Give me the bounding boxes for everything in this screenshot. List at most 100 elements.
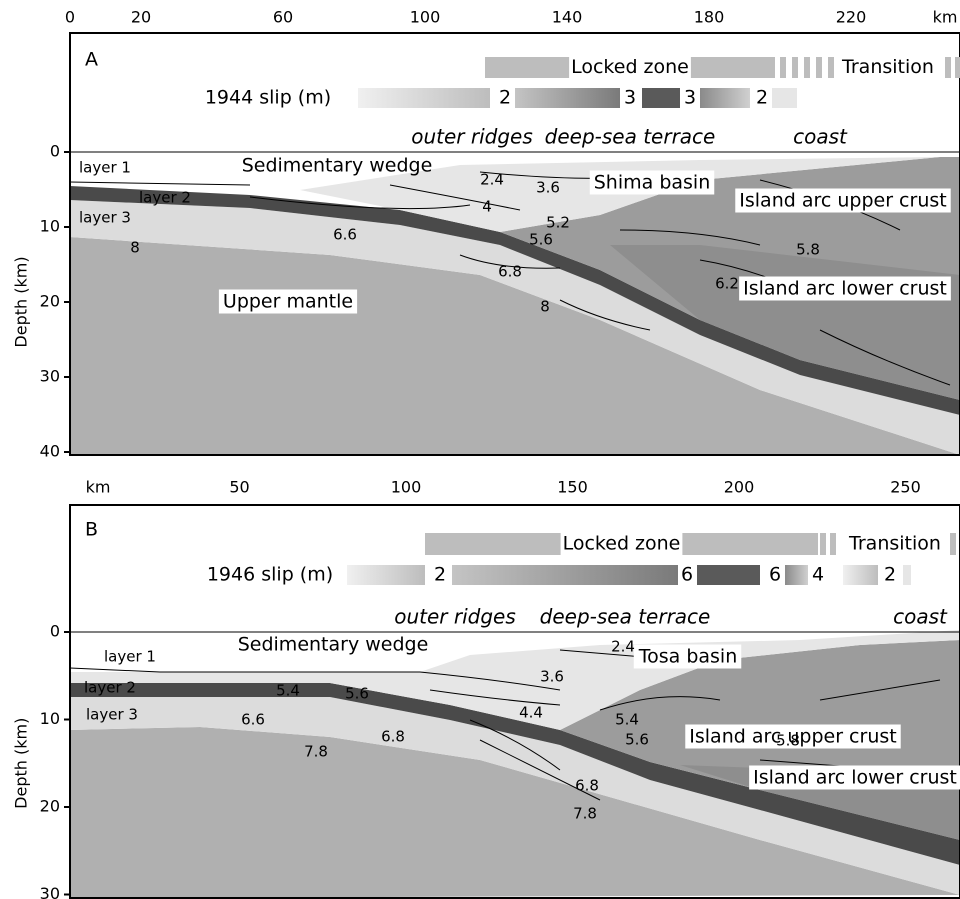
- x-tick-label: 100: [391, 478, 422, 497]
- x-tick-label: 0: [65, 8, 75, 27]
- velocity-label: 7.8: [304, 743, 328, 761]
- slip-value: 6: [681, 564, 693, 586]
- region-label: coast: [793, 125, 848, 149]
- velocity-label: 7.8: [573, 805, 597, 823]
- slip-segment: [347, 565, 425, 585]
- slip-segment: [697, 565, 760, 585]
- y-tick-label: 10: [40, 217, 60, 236]
- panel-label: B: [85, 519, 98, 541]
- unit-label: Tosa basin: [638, 646, 738, 668]
- slip-value: 6: [769, 564, 781, 586]
- slip-value: 2: [499, 87, 511, 109]
- velocity-label: 4: [482, 198, 492, 216]
- x-tick-label: 20: [131, 8, 151, 27]
- y-tick-label: 20: [40, 292, 60, 311]
- cross-sections: A02060100140180220km010203040Depth (km)L…: [0, 0, 960, 899]
- transition-stripe: [804, 57, 810, 78]
- velocity-label: 5.8: [776, 732, 800, 750]
- slip-segment: [785, 565, 808, 585]
- velocity-label: 8: [540, 298, 550, 316]
- slip-segment: [452, 565, 678, 585]
- x-unit: km: [933, 8, 958, 27]
- slip-value: 4: [812, 564, 824, 586]
- x-unit: km: [86, 478, 111, 497]
- transition-stripe: [780, 57, 786, 78]
- velocity-label: 5.4: [276, 682, 300, 700]
- velocity-label: 6.8: [498, 263, 522, 281]
- transition-stripe: [816, 57, 822, 78]
- x-tick-label: 220: [836, 8, 867, 27]
- unit-label: Island arc lower crust: [743, 278, 947, 300]
- slip-value: 2: [434, 564, 446, 586]
- y-axis-title: Depth (km): [12, 256, 31, 347]
- y-tick-label: 20: [40, 797, 60, 816]
- unit-label: Sedimentary wedge: [242, 155, 433, 177]
- slip-value: 3: [684, 87, 696, 109]
- unit-label: Upper mantle: [223, 291, 353, 313]
- unit-label: layer 1: [79, 159, 131, 177]
- transition-stripe: [828, 57, 834, 78]
- transition-stripe: [792, 57, 798, 78]
- unit-label: Shima basin: [594, 172, 711, 194]
- velocity-label: 5.4: [615, 711, 639, 729]
- x-tick-label: 180: [694, 8, 725, 27]
- transition-stripe: [830, 533, 836, 555]
- unit-label: layer 2: [139, 189, 191, 207]
- slip-segment: [772, 88, 797, 108]
- velocity-label: 5.8: [796, 241, 820, 259]
- slip-segment: [843, 565, 878, 585]
- slip-segment: [903, 565, 911, 585]
- x-tick-label: 200: [724, 478, 755, 497]
- region-label: deep-sea terrace: [545, 125, 716, 149]
- y-tick-label: 30: [40, 367, 60, 386]
- unit-label: Island arc lower crust: [753, 767, 957, 789]
- velocity-label: 6.6: [241, 711, 265, 729]
- unit-label: layer 2: [84, 679, 136, 697]
- transition-stripe: [945, 57, 951, 78]
- x-tick-label: 140: [552, 8, 583, 27]
- region-label: outer ridges: [394, 605, 516, 629]
- velocity-label: 5.6: [345, 685, 369, 703]
- locked-zone-label: Locked zone: [563, 533, 681, 555]
- transition-stripe: [950, 533, 956, 555]
- region-label: outer ridges: [411, 125, 533, 149]
- velocity-label: 6.2: [715, 275, 739, 293]
- velocity-label: 6.8: [575, 777, 599, 795]
- region-label: deep-sea terrace: [540, 605, 711, 629]
- unit-label: layer 1: [104, 648, 156, 666]
- velocity-label: 4.4: [519, 704, 543, 722]
- unit-label: layer 3: [79, 209, 131, 227]
- locked-zone-label: Locked zone: [571, 56, 689, 78]
- velocity-label: 8: [130, 239, 140, 257]
- velocity-label: 5.2: [546, 214, 570, 232]
- unit-label: layer 3: [86, 706, 138, 724]
- slip-segment: [700, 88, 750, 108]
- y-tick-label: 10: [40, 709, 60, 728]
- slip-value: 3: [624, 87, 636, 109]
- slip-segment: [642, 88, 680, 108]
- velocity-label: 3.6: [536, 179, 560, 197]
- x-tick-label: 60: [273, 8, 293, 27]
- y-tick-label: 0: [50, 142, 60, 161]
- unit-label: Island arc upper crust: [739, 190, 946, 212]
- velocity-label: 2.4: [480, 171, 504, 189]
- unit-label: Sedimentary wedge: [238, 634, 429, 656]
- x-tick-label: 150: [557, 478, 588, 497]
- velocity-label: 6.8: [381, 728, 405, 746]
- slip-value: 2: [884, 564, 896, 586]
- velocity-label: 2.4: [611, 638, 635, 656]
- x-tick-label: 100: [410, 8, 441, 27]
- velocity-label: 6.6: [333, 226, 357, 244]
- x-tick-label: 250: [890, 478, 921, 497]
- x-tick-label: 50: [229, 478, 249, 497]
- transition-stripe: [955, 57, 960, 78]
- transition-stripe: [820, 533, 826, 555]
- velocity-label: 5.6: [625, 731, 649, 749]
- y-tick-label: 0: [50, 622, 60, 641]
- slip-title: 1946 slip (m): [207, 564, 333, 586]
- y-tick-label: 30: [40, 884, 60, 899]
- y-axis-title: Depth (km): [12, 718, 31, 809]
- panel-label: A: [85, 49, 98, 71]
- y-tick-label: 40: [40, 442, 60, 461]
- region-label: coast: [893, 605, 948, 629]
